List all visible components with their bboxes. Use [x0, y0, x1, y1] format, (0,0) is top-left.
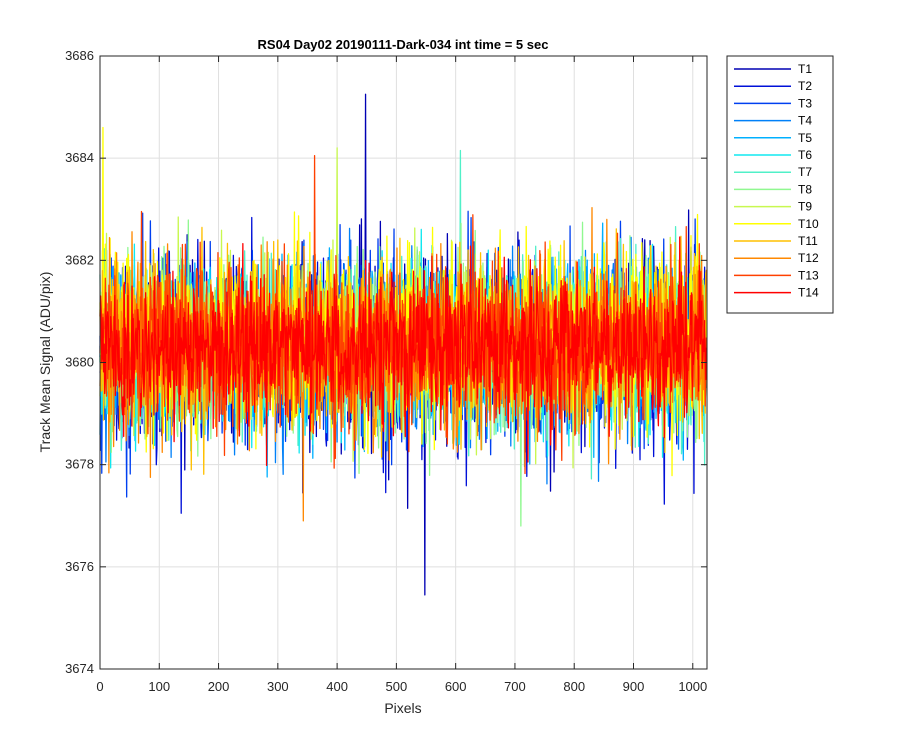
y-tick-label: 3686	[65, 48, 94, 63]
legend-label-t7: T7	[798, 165, 812, 179]
y-axis-title: Track Mean Signal (ADU/pix)	[37, 272, 53, 453]
y-tick-label: 3682	[65, 252, 94, 267]
axis-ticks: 0 100 200 300 400 500 600 700 800 900 1000 3674 3676…	[65, 48, 707, 694]
x-tick-label: 600	[445, 679, 467, 694]
x-tick-label: 500	[386, 679, 408, 694]
legend-box	[726, 55, 834, 314]
legend-label-t8: T8	[798, 182, 812, 196]
x-tick-label: 200	[208, 679, 230, 694]
legend-label-t5: T5	[798, 131, 812, 145]
y-tick-label: 3674	[65, 661, 94, 676]
x-tick-label: 1000	[678, 679, 707, 694]
legend-label-t4: T4	[798, 114, 812, 128]
legend-label-t2: T2	[798, 79, 812, 93]
y-tick-label: 3676	[65, 559, 94, 574]
y-tick-label: 3684	[65, 150, 94, 165]
x-tick-label: 300	[267, 679, 289, 694]
x-tick-label: 900	[623, 679, 645, 694]
x-tick-label: 800	[563, 679, 585, 694]
x-tick-label: 100	[148, 679, 170, 694]
x-tick-label: 0	[96, 679, 103, 694]
x-tick-label: 400	[326, 679, 348, 694]
legend-label-t13: T13	[798, 268, 819, 282]
series-lines	[99, 93, 708, 596]
y-tick-label: 3678	[65, 457, 94, 472]
series-line-t14	[99, 236, 708, 466]
legend-label-t14: T14	[798, 286, 819, 300]
legend-label-t11: T11	[798, 234, 818, 248]
legend-label-t3: T3	[798, 96, 812, 110]
legend-label-t12: T12	[798, 251, 819, 265]
x-tick-label: 700	[504, 679, 526, 694]
legend-label-t1: T1	[798, 62, 812, 76]
legend: T1 T2 T3 T4 T5 T6 T7 T8 T9 T10 T11 T12 T13 T14	[726, 55, 834, 314]
legend-label-t9: T9	[798, 200, 812, 214]
y-tick-label: 3680	[65, 355, 94, 370]
chart-title: RS04 Day02 20190111-Dark-034 int time = …	[258, 37, 549, 52]
x-axis-title: Pixels	[384, 700, 421, 716]
legend-label-t6: T6	[798, 148, 812, 162]
legend-label-t10: T10	[798, 217, 819, 231]
